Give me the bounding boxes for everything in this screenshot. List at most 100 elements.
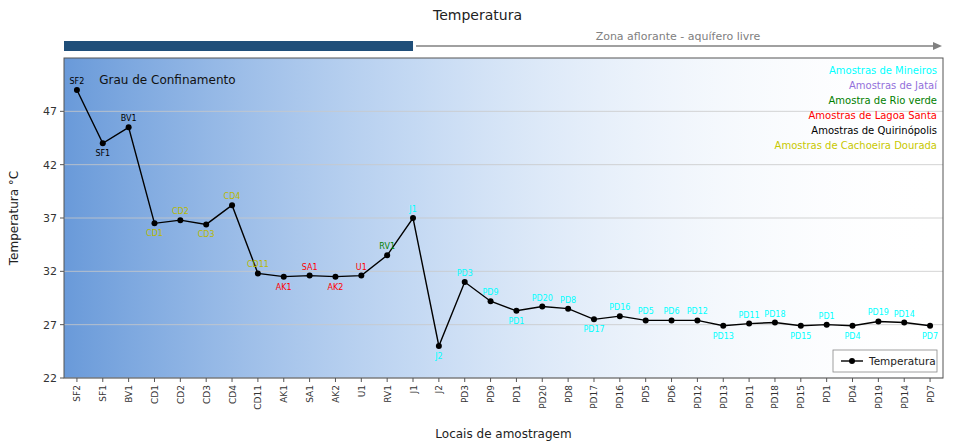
y-tick-label: 27 (43, 319, 57, 332)
series-point (203, 221, 209, 227)
point-label: PD17 (583, 325, 604, 334)
x-tick (852, 378, 853, 382)
series-point (462, 279, 468, 285)
y-axis-label: Temperatura °C (7, 171, 21, 266)
x-tick (568, 378, 569, 382)
y-tick (60, 164, 64, 165)
point-label: PD8 (560, 296, 576, 305)
series-point (591, 316, 597, 322)
x-tick-label: CD1 (150, 385, 160, 404)
series-point (875, 318, 881, 324)
point-label: J1 (408, 205, 416, 214)
series-point (513, 308, 519, 314)
point-label: CD2 (172, 207, 189, 216)
x-tick (930, 378, 931, 382)
x-tick (232, 378, 233, 382)
series-point (746, 321, 752, 327)
series-point (488, 298, 494, 304)
x-tick-label: PD4 (848, 385, 858, 403)
point-label: PD6 (664, 307, 680, 316)
legend-marker (849, 358, 855, 364)
point-label: AK2 (328, 283, 344, 292)
point-label: CD1 (146, 229, 163, 238)
x-tick-label: SF1 (98, 385, 108, 402)
point-label: PD1 (819, 312, 835, 321)
series-point (307, 273, 313, 279)
point-label: PD9 (483, 288, 499, 297)
x-tick (257, 378, 258, 382)
point-label: PD4 (844, 332, 860, 341)
series-point (384, 252, 390, 258)
x-tick (206, 378, 207, 382)
x-tick (490, 378, 491, 382)
series-point (436, 343, 442, 349)
point-label: J2 (434, 352, 442, 361)
point-label: SF2 (70, 77, 85, 86)
point-label: SF1 (95, 149, 110, 158)
x-tick (283, 378, 284, 382)
series-point (281, 274, 287, 280)
point-label: PD1 (508, 317, 524, 326)
group-label: Amostras de Lagoa Santa (809, 110, 937, 121)
x-tick-label: SF2 (72, 385, 82, 402)
group-label: Amostras de Mineiros (829, 65, 937, 76)
x-tick-label: PD17 (589, 385, 599, 409)
x-tick-label: CD4 (228, 385, 238, 404)
y-tick (60, 271, 64, 272)
point-label: PD13 (713, 332, 734, 341)
point-label: CD3 (198, 230, 215, 239)
x-tick (645, 378, 646, 382)
plot-area (74, 87, 933, 349)
group-label: Amostras de Cachoeira Dourada (775, 140, 937, 151)
point-label: PD3 (457, 269, 473, 278)
point-label: PD7 (922, 332, 938, 341)
x-tick (619, 378, 620, 382)
x-tick-label: PD9 (486, 385, 496, 403)
zone-label: Zona aflorante - aquífero livre (596, 30, 761, 43)
y-tick (60, 111, 64, 112)
point-label: CD4 (224, 192, 241, 201)
x-tick (76, 378, 77, 382)
series-point (229, 202, 235, 208)
series-point (850, 323, 856, 329)
series-point (255, 270, 261, 276)
y-tick (60, 218, 64, 219)
group-label: Amostras de Jataí (849, 80, 938, 91)
series-point (798, 323, 804, 329)
point-label: PD15 (790, 332, 811, 341)
point-label: PD20 (532, 294, 553, 303)
background-gradient (64, 58, 943, 378)
x-tick-label: PD7 (926, 385, 936, 403)
point-label: BV1 (121, 114, 137, 123)
series-point (720, 323, 726, 329)
x-tick-label: CD11 (253, 385, 263, 410)
x-tick-label: CD2 (176, 385, 186, 404)
x-tick-label: PD12 (693, 385, 703, 409)
x-tick-label: PD16 (615, 385, 625, 409)
x-tick-label: PD8 (564, 385, 574, 403)
x-tick (542, 378, 543, 382)
series-point (565, 306, 571, 312)
series-point (332, 274, 338, 280)
series-point (151, 220, 157, 226)
x-tick-label: PD1 (512, 385, 522, 403)
y-tick-label: 32 (43, 265, 57, 278)
plot-frame (64, 58, 943, 378)
x-tick-label: PD11 (745, 385, 755, 409)
x-tick (826, 378, 827, 382)
y-tick (60, 324, 64, 325)
point-label: RV1 (379, 242, 395, 251)
series-point (74, 87, 80, 93)
zone-label: Grau de Confinamento (99, 73, 235, 87)
x-tick-label: J2 (434, 385, 444, 394)
legend-label: Temperatura (868, 355, 936, 367)
point-label: PD11 (739, 311, 760, 320)
series-point (901, 320, 907, 326)
x-tick-label: PD5 (641, 385, 651, 403)
series-point (126, 124, 132, 130)
point-label: AK1 (276, 283, 292, 292)
point-label: CD11 (247, 260, 269, 269)
series-point (358, 273, 364, 279)
x-tick-label: CD3 (202, 385, 212, 404)
x-tick-label: J1 (409, 385, 419, 394)
